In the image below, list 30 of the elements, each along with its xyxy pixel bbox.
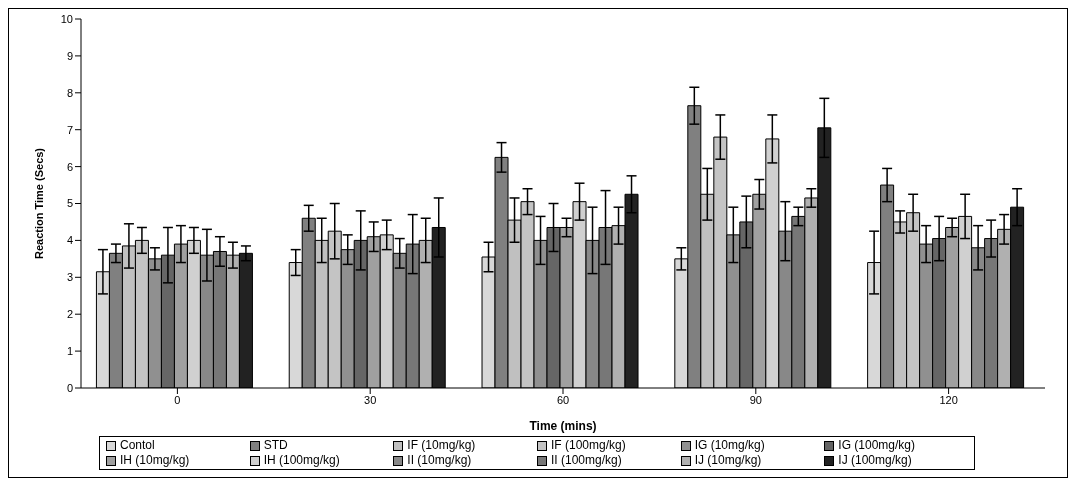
x-tick-label: 60	[556, 393, 570, 406]
y-tick-label: 2	[66, 308, 73, 321]
legend-label: IF (10mg/kg)	[406, 438, 477, 453]
legend-label: IH (100mg/kg)	[262, 453, 341, 468]
y-tick-label: 6	[66, 160, 73, 173]
legend-label: IG (10mg/kg)	[693, 438, 766, 453]
legend-label: STD	[262, 438, 289, 453]
y-tick-label: 3	[66, 271, 73, 284]
y-tick-label: 5	[66, 197, 73, 210]
y-tick-label: 10	[60, 12, 73, 25]
legend-label: IJ (100mg/kg)	[837, 453, 913, 468]
legend-label: II (100mg/kg)	[550, 453, 623, 468]
legend-label: IF (100mg/kg)	[550, 438, 627, 453]
x-tick-label: 0	[174, 393, 181, 406]
x-tick-label: 120	[939, 393, 958, 406]
legend-label: IH (10mg/kg)	[119, 453, 191, 468]
y-tick-label: 1	[66, 345, 73, 358]
y-tick-label: 8	[66, 86, 73, 99]
y-tick-label: 4	[66, 234, 73, 247]
x-tick-label: 90	[749, 393, 762, 406]
y-tick-label: 9	[66, 49, 73, 62]
x-axis-title: Time (mins)	[529, 419, 597, 433]
x-tick-label: 30	[364, 393, 377, 406]
y-tick-label: 0	[66, 381, 73, 394]
legend-label: Contol	[119, 438, 156, 453]
y-axis-title: Reaction Time (Secs)	[32, 147, 45, 260]
legend-label: IG (100mg/kg)	[837, 438, 917, 453]
legend-label: II (10mg/kg)	[406, 453, 473, 468]
y-tick-label: 7	[66, 123, 73, 136]
legend-label: IJ (10mg/kg)	[693, 453, 763, 468]
